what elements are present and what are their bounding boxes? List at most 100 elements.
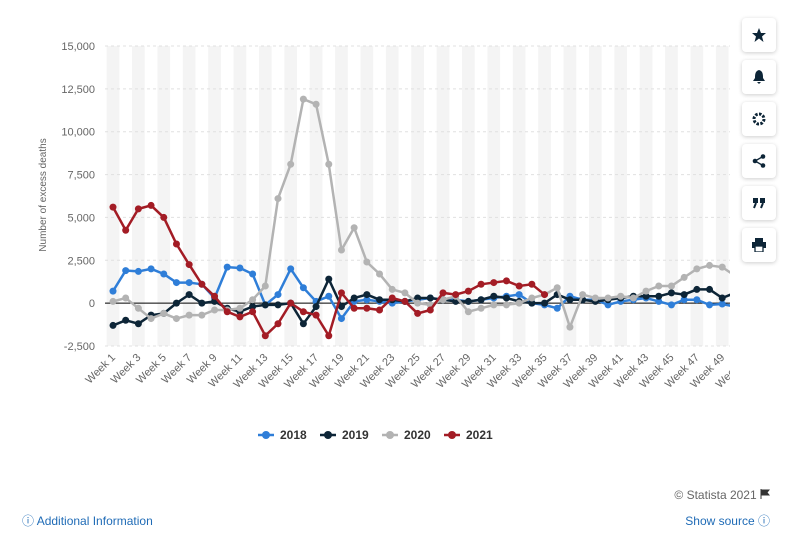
additional-info-link[interactable]: ⓘ Additional Information <box>22 514 153 528</box>
point <box>541 299 549 307</box>
point <box>617 292 625 300</box>
band <box>385 46 399 346</box>
point <box>388 285 396 293</box>
point <box>299 284 307 292</box>
point <box>312 303 320 311</box>
point <box>401 289 409 297</box>
point <box>185 291 193 299</box>
band <box>208 46 221 346</box>
point <box>198 311 206 319</box>
share-button[interactable] <box>742 144 776 178</box>
point <box>147 201 155 209</box>
point <box>655 297 663 305</box>
point <box>287 160 295 168</box>
point <box>147 265 155 273</box>
y-tick-label: 15,000 <box>61 41 95 53</box>
alert-button[interactable] <box>742 60 776 94</box>
band <box>614 46 628 346</box>
point <box>706 261 714 269</box>
point <box>160 309 168 317</box>
band <box>563 46 577 346</box>
legend-label: 2020 <box>404 428 431 442</box>
point <box>337 289 345 297</box>
band <box>462 46 475 346</box>
point <box>160 270 168 278</box>
point <box>680 273 688 281</box>
point <box>249 270 257 278</box>
series <box>109 275 730 329</box>
point <box>376 296 384 304</box>
point <box>629 294 637 302</box>
point <box>566 323 574 331</box>
point <box>401 297 409 305</box>
band <box>487 46 501 346</box>
point <box>223 263 231 271</box>
cite-button[interactable] <box>742 186 776 220</box>
point <box>172 299 180 307</box>
print-button[interactable] <box>742 228 776 262</box>
point <box>109 297 117 305</box>
series <box>109 95 730 331</box>
band <box>715 46 729 346</box>
point <box>109 321 117 329</box>
point <box>172 279 180 287</box>
point <box>363 304 371 312</box>
point <box>134 304 142 312</box>
point <box>718 294 726 302</box>
show-source-link[interactable]: Show source ⓘ <box>685 514 770 528</box>
point <box>426 306 434 314</box>
band <box>233 46 247 346</box>
point <box>541 291 549 299</box>
band <box>182 46 196 346</box>
band <box>284 46 298 346</box>
point <box>287 265 295 273</box>
point <box>502 301 510 309</box>
point <box>211 292 219 300</box>
point <box>528 299 536 307</box>
point <box>642 292 650 300</box>
point <box>122 316 130 324</box>
point <box>553 304 561 312</box>
point <box>414 309 422 317</box>
copyright-text: © Statista 2021 <box>674 488 757 502</box>
point <box>122 226 130 234</box>
band <box>512 46 526 346</box>
point <box>261 301 269 309</box>
point <box>528 294 536 302</box>
point <box>261 332 269 340</box>
point <box>236 304 244 312</box>
point <box>376 270 384 278</box>
point <box>414 294 422 302</box>
point <box>236 264 244 272</box>
point <box>198 299 206 307</box>
point <box>249 296 257 304</box>
point <box>502 294 510 302</box>
point <box>477 280 485 288</box>
point <box>693 265 701 273</box>
point <box>109 287 117 295</box>
point <box>350 304 358 312</box>
band <box>538 46 551 346</box>
y-axis-label: Number of excess deaths <box>38 138 49 251</box>
point <box>350 294 358 302</box>
point <box>566 296 574 304</box>
point <box>249 303 257 311</box>
point <box>477 296 485 304</box>
y-tick-label: 2,500 <box>67 255 95 267</box>
point <box>185 261 193 269</box>
legend-label: 2018 <box>280 428 307 442</box>
point <box>172 240 180 248</box>
point <box>223 308 231 316</box>
settings-button[interactable] <box>742 102 776 136</box>
point <box>299 95 307 103</box>
favorite-button[interactable] <box>742 18 776 52</box>
point <box>515 282 523 290</box>
y-tick-label: 0 <box>89 298 95 310</box>
y-tick-label: 5,000 <box>67 212 95 224</box>
band <box>106 46 120 346</box>
y-tick-label: 12,500 <box>61 84 95 96</box>
point <box>261 282 269 290</box>
point <box>325 160 333 168</box>
point <box>122 267 130 275</box>
